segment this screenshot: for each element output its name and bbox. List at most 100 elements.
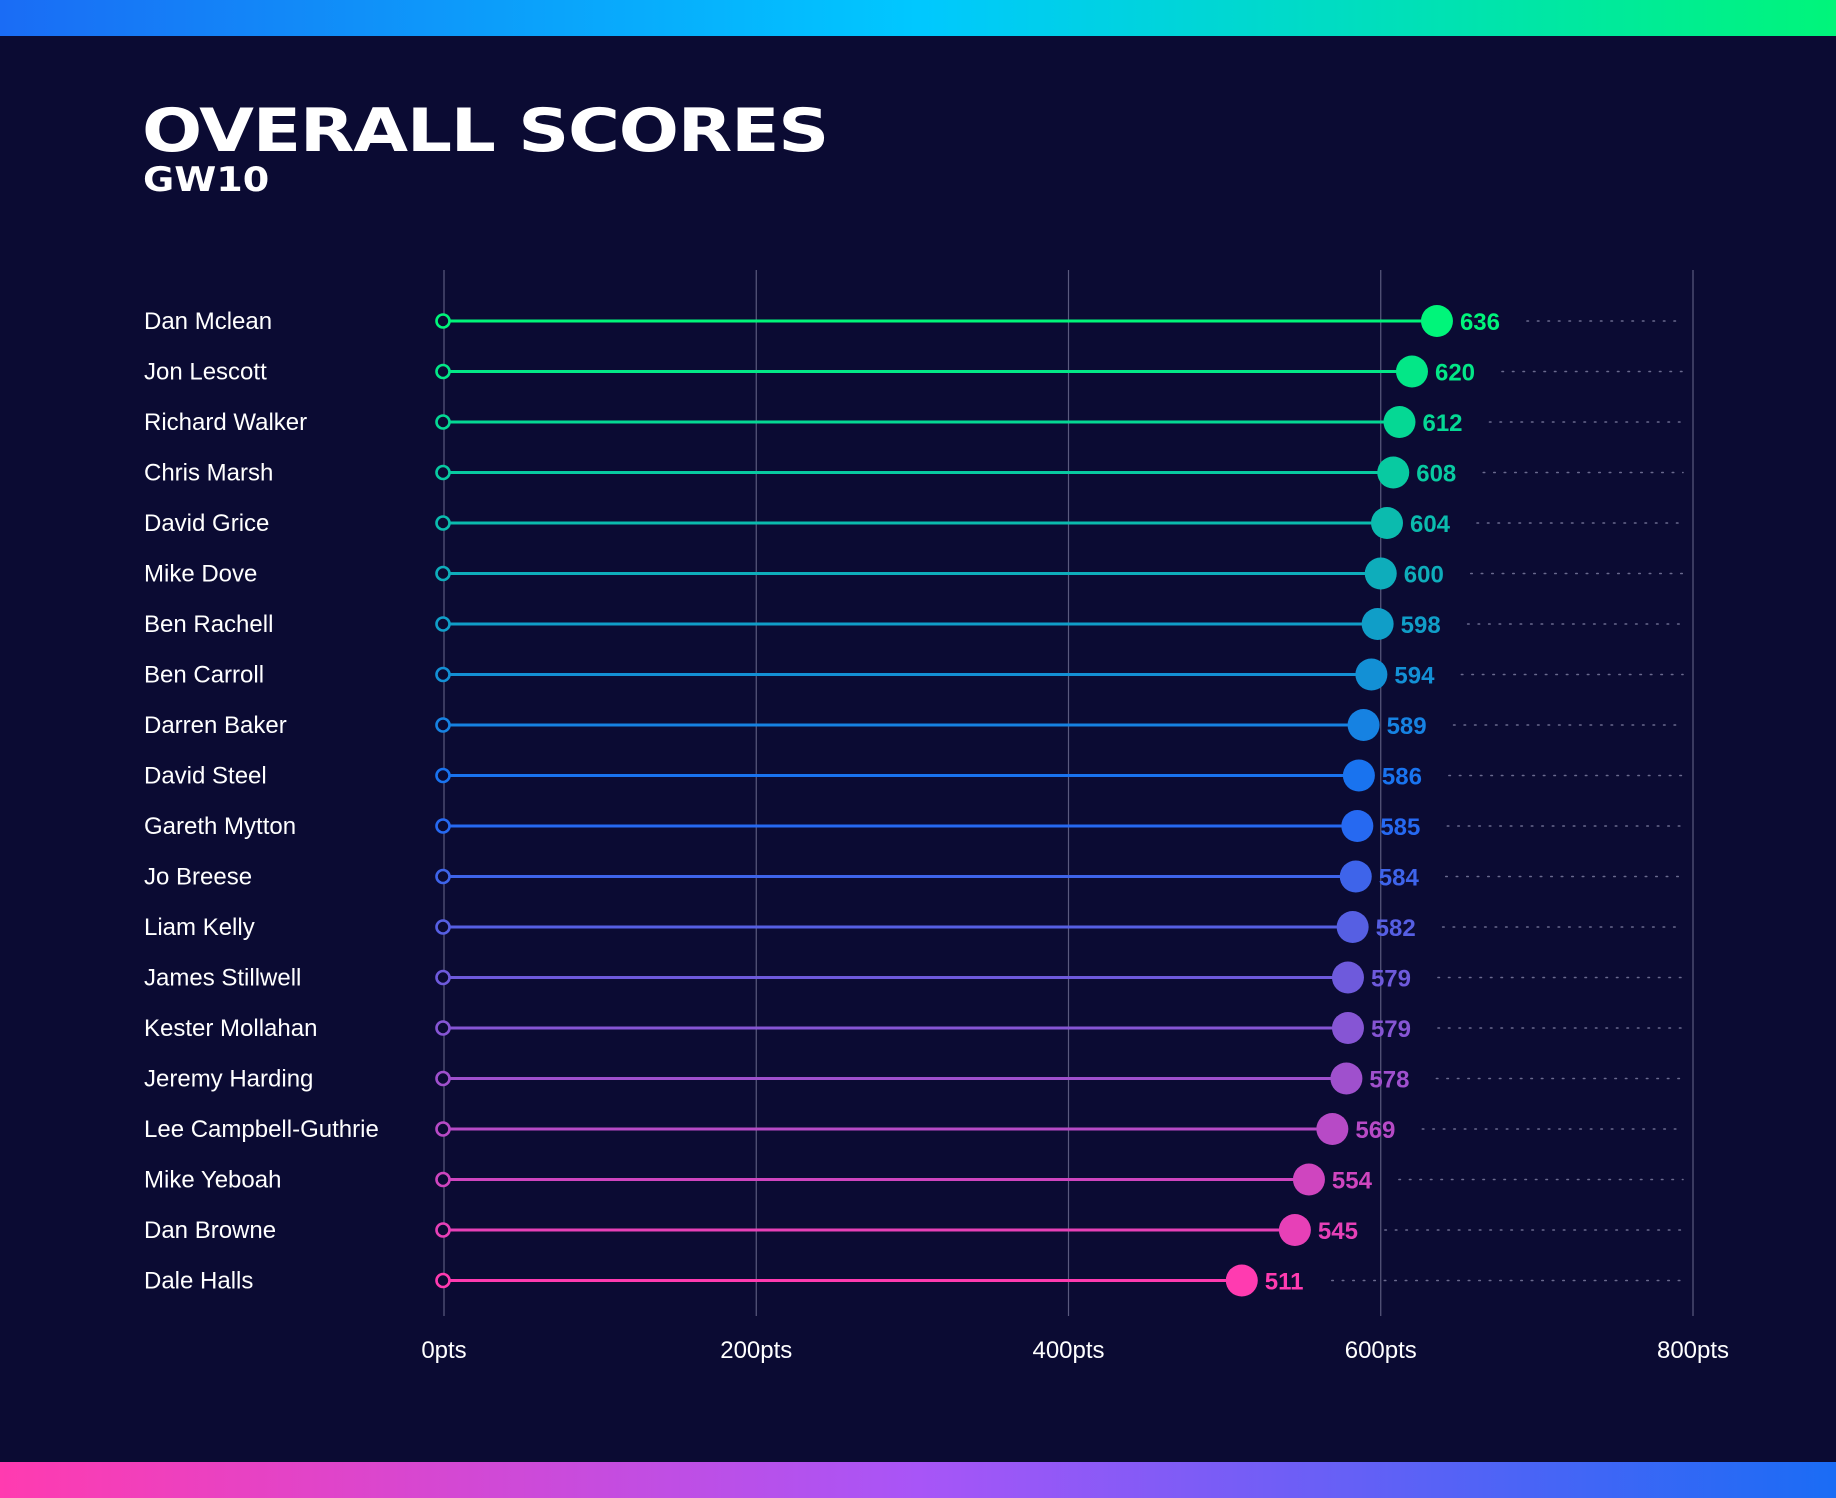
player-name: Liam Kelly <box>144 914 255 941</box>
lollipop-point <box>1395 355 1428 388</box>
table-row: Darren Baker 589 <box>144 709 1684 741</box>
player-name: Dan Browne <box>144 1217 276 1244</box>
player-name: Ben Carroll <box>144 662 264 689</box>
lollipop-point <box>1292 1163 1325 1196</box>
value-label: 636 <box>1460 309 1500 336</box>
table-row: Dale Halls 511 <box>144 1264 1684 1297</box>
player-name: Gareth Mytton <box>144 813 296 840</box>
stem-start-marker <box>435 616 451 632</box>
lollipop-point <box>1336 911 1369 943</box>
value-label: 582 <box>1376 915 1416 942</box>
stem-start-marker <box>435 868 451 885</box>
stem-start-marker <box>435 565 451 582</box>
table-row: Chris Marsh 608 <box>144 456 1684 489</box>
table-row: Liam Kelly 582 <box>144 911 1684 943</box>
rows-layer: Dan Mclean 636 Jon Lescott 620 Richard Walke… <box>144 305 1684 1297</box>
value-label: 604 <box>1410 511 1451 538</box>
value-label: 586 <box>1382 764 1422 791</box>
player-name: Mike Dove <box>144 561 257 588</box>
table-row: Mike Yeboah 554 <box>144 1163 1684 1196</box>
player-name: David Grice <box>144 510 269 537</box>
table-row: Ben Carroll 594 <box>144 658 1684 691</box>
table-row: Gareth Mytton 585 <box>144 810 1684 842</box>
player-name: Jon Lescott <box>144 359 267 386</box>
player-name: Richard Walker <box>144 409 307 436</box>
stem-start-marker <box>435 1171 451 1188</box>
player-name: Jo Breese <box>144 864 252 891</box>
player-name: Dale Halls <box>144 1268 253 1295</box>
lollipop-point <box>1420 305 1453 337</box>
value-label: 554 <box>1332 1168 1373 1195</box>
value-label: 620 <box>1435 360 1475 387</box>
player-name: Ben Rachell <box>144 611 273 638</box>
lollipop-point <box>1355 658 1388 691</box>
lollipop-point <box>1377 456 1410 489</box>
player-name: Mike Yeboah <box>144 1167 281 1194</box>
player-name: Lee Campbell-Guthrie <box>144 1116 379 1143</box>
x-tick-label: 400pts <box>1032 1337 1104 1364</box>
lollipop-point <box>1341 810 1374 842</box>
value-label: 612 <box>1422 410 1462 437</box>
stem-start-marker <box>435 717 451 733</box>
player-name: Kester Mollahan <box>144 1015 317 1042</box>
lollipop-point <box>1347 709 1380 741</box>
table-row: Lee Campbell-Guthrie 569 <box>144 1113 1684 1145</box>
stem-start-marker <box>435 464 451 481</box>
table-row: David Steel 586 <box>144 759 1684 792</box>
value-label: 594 <box>1394 663 1435 690</box>
stem-start-marker <box>435 969 451 986</box>
x-tick-label: 800pts <box>1657 1337 1729 1364</box>
value-label: 579 <box>1371 966 1411 993</box>
table-row: Ben Rachell 598 <box>144 608 1684 640</box>
table-row: Kester Mollahan 579 <box>144 1012 1684 1044</box>
grid-layer <box>443 270 1694 1316</box>
lollipop-point <box>1331 961 1364 994</box>
value-label: 569 <box>1355 1117 1395 1144</box>
value-label: 579 <box>1371 1016 1411 1043</box>
value-label: 545 <box>1318 1218 1358 1245</box>
lollipop-point <box>1316 1113 1349 1145</box>
player-name: Chris Marsh <box>144 460 273 487</box>
lollipop-point <box>1278 1214 1311 1246</box>
top-gradient-bar <box>0 0 1836 36</box>
value-label: 585 <box>1380 814 1420 841</box>
lollipop-point <box>1225 1264 1258 1297</box>
value-label: 584 <box>1379 865 1420 892</box>
stem-start-marker <box>435 767 451 784</box>
stem-start-marker <box>435 363 451 380</box>
value-label: 589 <box>1387 713 1427 740</box>
x-tick-label: 0pts <box>421 1337 466 1364</box>
table-row: Jon Lescott 620 <box>144 355 1684 388</box>
table-row: Dan Browne 545 <box>144 1214 1684 1246</box>
lollipop-point <box>1383 406 1416 438</box>
table-row: Dan Mclean 636 <box>144 305 1684 337</box>
stem-start-marker <box>435 1272 451 1289</box>
x-tick-label: 600pts <box>1345 1337 1417 1364</box>
stem-start-marker <box>435 313 451 329</box>
player-name: David Steel <box>144 763 267 790</box>
stem-start-marker <box>435 1070 451 1087</box>
lollipop-point <box>1330 1062 1363 1095</box>
table-row: David Grice 604 <box>144 507 1684 539</box>
x-tick-label: 200pts <box>720 1337 792 1364</box>
player-name: Dan Mclean <box>144 308 272 335</box>
lollipop-point <box>1361 608 1394 640</box>
lollipop-point <box>1339 860 1372 893</box>
stem-start-marker <box>435 666 451 683</box>
table-row: James Stillwell 579 <box>144 961 1684 994</box>
player-name: James Stillwell <box>144 965 301 992</box>
table-row: Jeremy Harding 578 <box>144 1062 1684 1095</box>
value-label: 608 <box>1416 461 1456 488</box>
table-row: Richard Walker 612 <box>144 406 1684 438</box>
stem-start-marker <box>435 1121 451 1137</box>
stem-start-marker <box>435 1222 451 1238</box>
player-name: Darren Baker <box>144 712 287 739</box>
lollipop-point <box>1331 1012 1364 1044</box>
value-label: 598 <box>1401 612 1441 639</box>
stem-start-marker <box>435 414 451 430</box>
lollipop-point <box>1342 759 1375 792</box>
table-row: Mike Dove 600 <box>144 557 1684 590</box>
player-name: Jeremy Harding <box>144 1066 313 1093</box>
lollipop-point <box>1364 557 1397 590</box>
